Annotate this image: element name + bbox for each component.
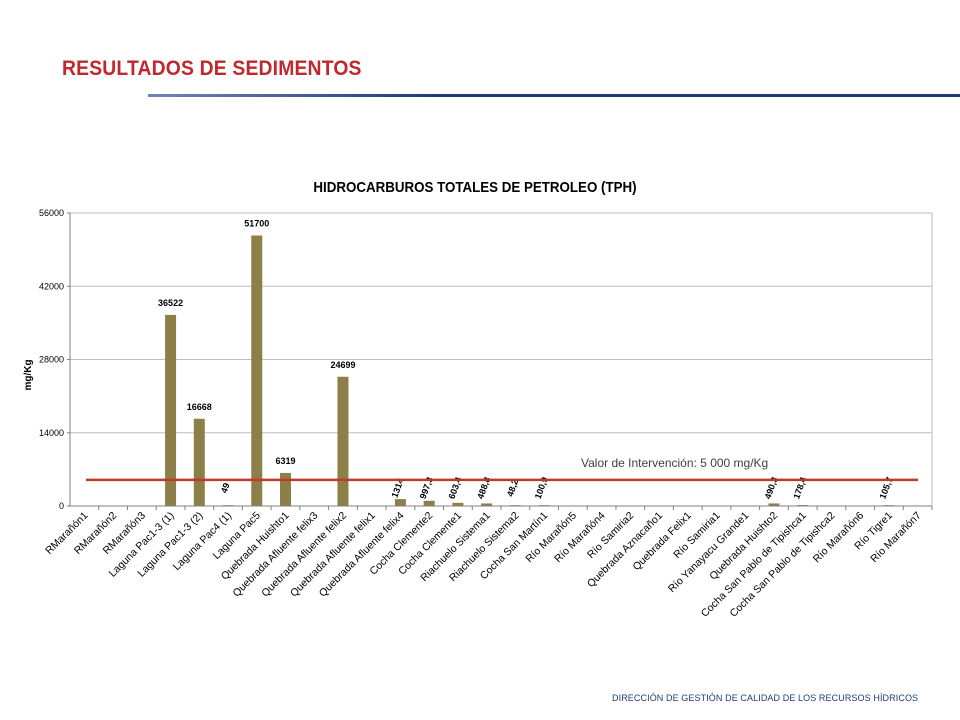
y-axis-label: mg/Kg bbox=[23, 359, 34, 390]
bar bbox=[251, 235, 263, 506]
category-label: Río Marañón7 bbox=[868, 510, 924, 566]
axes: 0 14000 28000 42000 56000 bbox=[39, 208, 933, 511]
y-tick-label: 14000 bbox=[39, 428, 64, 438]
data-label: 16668 bbox=[187, 402, 212, 412]
chart-title: HIDROCARBUROS TOTALES DE PETROLEO (TPH) bbox=[313, 178, 636, 195]
bars bbox=[165, 235, 895, 506]
bar bbox=[423, 500, 435, 506]
data-label: 6319 bbox=[275, 456, 295, 466]
data-label: 51700 bbox=[244, 218, 269, 228]
footer-text: DIRECCIÓN DE GESTIÓN DE CALIDAD DE LOS R… bbox=[612, 693, 919, 703]
bar bbox=[165, 314, 177, 506]
tph-bar-chart: HIDROCARBUROS TOTALES DE PETROLEO (TPH) … bbox=[23, 178, 933, 620]
y-tick-label: 28000 bbox=[39, 355, 64, 365]
page-title: RESULTADOS DE SEDIMENTOS bbox=[62, 57, 362, 80]
title-divider bbox=[148, 94, 960, 97]
reference-line-label: Valor de Intervención: 5 000 mg/Kg bbox=[581, 456, 768, 470]
bar bbox=[452, 502, 464, 506]
data-label: 24699 bbox=[330, 360, 355, 370]
bar bbox=[394, 499, 406, 506]
bar bbox=[337, 376, 349, 506]
bar bbox=[280, 472, 291, 506]
bar bbox=[481, 503, 493, 506]
bar bbox=[768, 503, 780, 506]
y-tick-label: 56000 bbox=[39, 208, 64, 218]
bar bbox=[193, 418, 205, 506]
y-tick-label: 0 bbox=[59, 501, 64, 511]
data-label: 36522 bbox=[158, 298, 183, 308]
gridlines bbox=[70, 212, 933, 506]
data-label: 49 bbox=[219, 482, 232, 495]
y-tick-label: 42000 bbox=[39, 281, 64, 291]
